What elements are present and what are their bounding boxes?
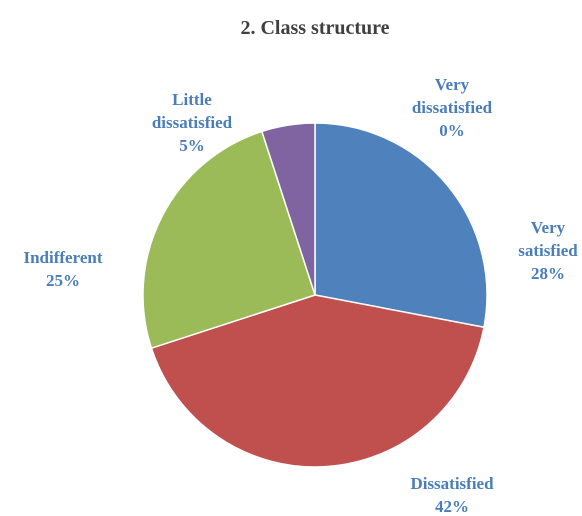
pie-slice: [260, 122, 316, 296]
data-label: Very dissatisfied 0%: [397, 73, 507, 142]
value-label: 42%: [435, 497, 469, 516]
data-label: Little dissatisfied 5%: [137, 88, 247, 157]
value-label: 25%: [46, 271, 80, 290]
pie-slice: [150, 294, 485, 468]
category-label: Very dissatisfied: [411, 75, 493, 117]
chart-title: 2. Class structure: [240, 17, 390, 39]
data-label: Indifferent 25%: [8, 246, 118, 292]
value-label: 5%: [179, 136, 205, 155]
data-label: Very satisfied 28%: [508, 216, 582, 285]
value-label: 28%: [531, 264, 565, 283]
category-label: Little dissatisfied: [151, 90, 233, 132]
value-label: 0%: [439, 121, 465, 140]
category-label: Dissatisfied: [410, 474, 494, 493]
pie-slice: [142, 130, 316, 350]
data-label: Dissatisfied 42%: [392, 472, 512, 516]
category-label: Very satisfied: [518, 218, 578, 260]
category-label: Indifferent: [23, 248, 103, 267]
pie-slice: [314, 122, 488, 329]
